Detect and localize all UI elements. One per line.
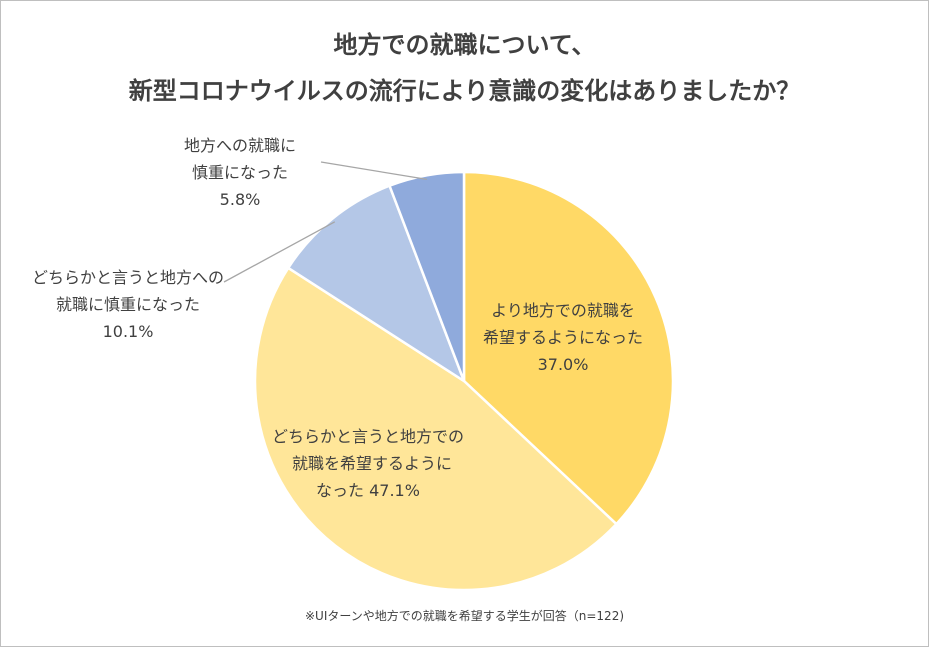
pie-slice-0	[462, 170, 675, 526]
chart-title-line-2: 新型コロナウイルスの流行により意識の変化はありましたか？	[128, 77, 801, 105]
slice-label-1-line-2: 就職を希望するように	[292, 454, 453, 473]
slice-label-0-line-2: 希望するようになった	[482, 328, 643, 347]
chart-title-line-1: 地方での就職について、	[333, 31, 596, 59]
slice-label-3-value: 5.8%	[219, 190, 261, 209]
slice-label-0: より地方での就職を 希望するようになった 37.0%	[468, 297, 658, 378]
pie-slice-2	[286, 184, 466, 383]
pie-slice-3	[388, 170, 466, 383]
leader-line-2	[223, 221, 336, 283]
slice-label-3-line-2: 慎重になった	[191, 163, 288, 182]
slice-label-3-line-1: 地方への就職に	[183, 136, 296, 155]
slice-label-1: どちらかと言うと地方での 就職を希望するように なった 47.1%	[272, 423, 492, 504]
slice-label-3: 地方への就職に 慎重になった 5.8%	[170, 132, 310, 213]
pie-slice-1	[253, 266, 618, 592]
slice-label-2-value: 10.1%	[102, 322, 154, 341]
chart-title: 地方での就職について、 新型コロナウイルスの流行により意識の変化はありましたか？	[0, 22, 929, 114]
slice-label-0-value: 37.0%	[537, 355, 589, 374]
slice-label-2-line-2: 就職に慎重になった	[55, 295, 200, 314]
leader-line-3	[320, 161, 428, 181]
slice-label-2: どちらかと言うと地方への 就職に慎重になった 10.1%	[28, 264, 228, 345]
slice-label-2-line-1: どちらかと言うと地方への	[31, 268, 224, 287]
slice-label-1-line-1: どちらかと言うと地方での	[272, 427, 465, 446]
slice-label-1-value: なった 47.1%	[316, 481, 420, 500]
footnote: ※UIターンや地方での就職を希望する学生が回答（n=122)	[304, 609, 625, 623]
slice-label-0-line-1: より地方での就職を	[491, 301, 635, 320]
